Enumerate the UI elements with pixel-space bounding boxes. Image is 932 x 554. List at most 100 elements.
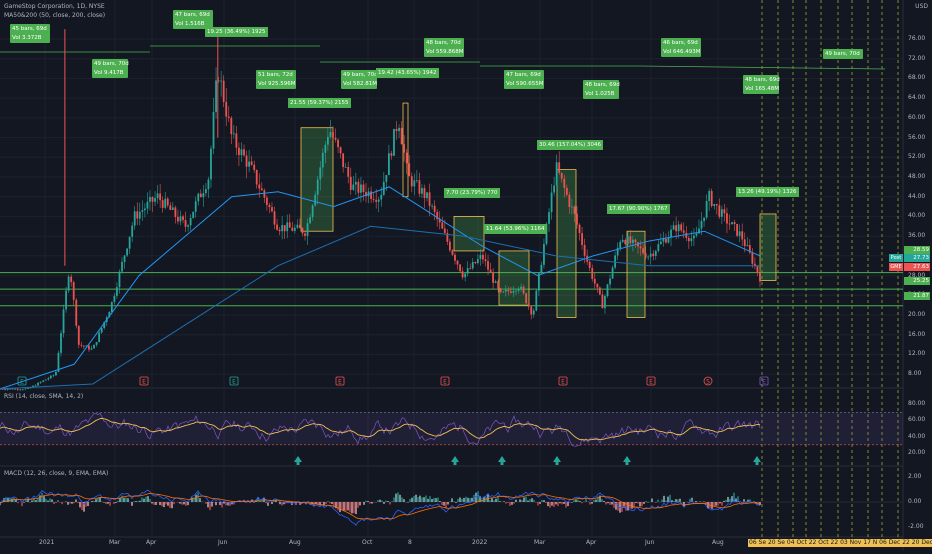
- macd-histogram-bar: [531, 498, 532, 502]
- candle-body: [711, 191, 713, 206]
- candle-body: [347, 167, 349, 177]
- macd-histogram-bar: [557, 502, 558, 506]
- bars-count-label: 46 bars, 69d: [663, 39, 698, 47]
- rsi-indicator-label[interactable]: RSI (14, close, SMA, 14, 2): [4, 393, 83, 400]
- candle-body: [528, 303, 530, 307]
- price-change-label[interactable]: 11.64 (53.96%) 1164: [484, 224, 547, 234]
- price-change-label[interactable]: 30.46 (157.04%) 3046: [537, 140, 603, 150]
- macd-histogram-bar: [53, 502, 54, 504]
- candle-body: [352, 185, 354, 190]
- macd-histogram-bar: [161, 502, 162, 506]
- macd-histogram-bar: [153, 502, 154, 505]
- ma-indicator-label[interactable]: MA50&200 (50, close, 200, close): [4, 12, 105, 19]
- macd-histogram-bar: [37, 498, 38, 502]
- macd-histogram-bar: [383, 502, 384, 504]
- candle-body: [319, 167, 321, 179]
- price-change-label[interactable]: 17.67 (90.90%) 1767: [607, 204, 670, 214]
- macd-indicator-label[interactable]: MACD (12, 26, close, 9, EMA, EMA): [4, 470, 108, 477]
- candle-body: [726, 213, 728, 223]
- price-change-label[interactable]: 21.55 (59.37%) 2155: [288, 98, 351, 108]
- price-change-label[interactable]: 7.70 (23.79%) 770: [444, 188, 500, 198]
- candle-body: [744, 239, 746, 246]
- candle-body: [553, 185, 555, 192]
- candle-body: [472, 262, 474, 268]
- candle-body: [563, 179, 565, 188]
- candle-body: [55, 372, 57, 375]
- candle-body: [317, 179, 319, 194]
- macd-histogram-bar: [345, 502, 346, 511]
- candle-body: [492, 272, 494, 282]
- macd-histogram-bar: [321, 502, 322, 503]
- rally-box: [760, 214, 776, 281]
- candle-body: [541, 265, 543, 273]
- macd-histogram-bar: [447, 502, 448, 504]
- rsi-oversold-arrow-stem: [556, 462, 559, 465]
- candle-body: [548, 212, 550, 224]
- candle-body: [93, 345, 95, 349]
- candle-body: [246, 156, 248, 167]
- macd-histogram-bar: [521, 500, 522, 502]
- price-tick-label: 44.00: [908, 193, 925, 201]
- candle-body: [233, 133, 235, 134]
- candle-body: [746, 245, 748, 246]
- macd-histogram-bar: [77, 502, 78, 503]
- candle-body: [696, 234, 698, 236]
- candle-body: [63, 309, 65, 333]
- macd-histogram-bar: [371, 502, 372, 504]
- macd-histogram-bar: [393, 497, 394, 502]
- macd-histogram-bar: [263, 498, 264, 502]
- candle-body: [304, 233, 306, 236]
- macd-histogram-bar: [431, 499, 432, 502]
- candle-body: [197, 194, 199, 202]
- candle-body: [388, 153, 390, 175]
- macd-histogram-bar: [17, 502, 18, 503]
- candle-body: [650, 254, 652, 257]
- candle-body: [441, 222, 443, 228]
- candle-body: [340, 147, 342, 153]
- macd-histogram-bar: [367, 501, 368, 502]
- candle-body: [518, 289, 520, 291]
- candle-body: [591, 268, 593, 279]
- candle-body: [495, 281, 497, 283]
- candle-body: [149, 197, 151, 202]
- bars-range-annotation[interactable]: 49 bars, 70d: [823, 49, 863, 59]
- volume-label: Vol 165.48M: [745, 85, 779, 93]
- macd-histogram-bar: [419, 496, 420, 502]
- candle-body: [37, 383, 39, 386]
- candle-body: [230, 118, 232, 134]
- candle-body: [398, 128, 400, 131]
- candle-body: [640, 246, 642, 248]
- candle-body: [579, 225, 581, 233]
- macd-histogram-bar: [555, 502, 556, 504]
- price-tick-label: 64.00: [908, 94, 925, 102]
- price-change-label[interactable]: 19.25 (36.49%) 1925: [205, 27, 268, 37]
- candle-body: [27, 388, 29, 389]
- macd-histogram-bar: [47, 501, 48, 502]
- price-change-label[interactable]: 13.26 (49.19%) 1326: [736, 187, 799, 197]
- rsi-tick-label: 80.00: [908, 400, 925, 408]
- price-tick-label: 52.00: [908, 153, 925, 161]
- macd-histogram-bar: [559, 502, 560, 503]
- price-change-label[interactable]: 19.42 (43.65%) 1942: [376, 68, 439, 78]
- rsi-oversold-arrow-stem: [297, 462, 300, 465]
- macd-histogram-bar: [443, 502, 444, 506]
- macd-histogram-bar: [665, 501, 666, 502]
- candle-body: [129, 237, 131, 249]
- bars-count-label: 49 bars, 70d: [94, 60, 129, 68]
- time-tick-label: Aug: [712, 539, 724, 547]
- time-tick-label: Apr: [586, 539, 596, 547]
- candle-body: [576, 214, 578, 225]
- price-tag-post: 27.73: [904, 254, 930, 262]
- candle-body: [609, 279, 611, 285]
